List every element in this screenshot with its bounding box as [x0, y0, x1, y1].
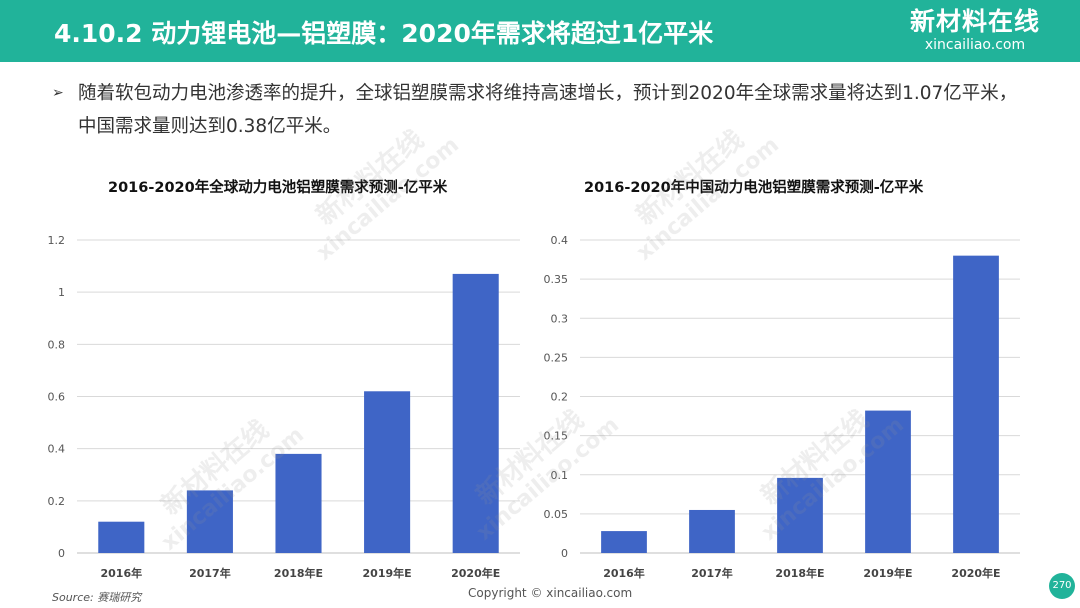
- y-tick-label: 0.2: [48, 495, 66, 508]
- y-tick-label: 1.2: [48, 234, 66, 247]
- copyright-note: Copyright © xincailiao.com: [468, 586, 633, 600]
- x-tick-label: 2019年E: [363, 566, 412, 580]
- x-tick-label: 2017年: [189, 566, 231, 580]
- y-tick-label: 1: [58, 286, 65, 299]
- bar-2016年: [601, 531, 647, 553]
- bar-2017年: [186, 490, 233, 553]
- brand-logo: 新材料在线 xincailiao.com: [910, 7, 1040, 53]
- bar-2018年E: [275, 453, 322, 553]
- y-tick-label: 0.15: [544, 430, 569, 443]
- x-tick-label: 2016年: [100, 566, 142, 580]
- y-tick-label: 0.05: [544, 508, 569, 521]
- page-title: 4.10.2 动力锂电池—铝塑膜：2020年需求将超过1亿平米: [54, 19, 714, 48]
- bar-2016年: [98, 521, 145, 553]
- logo-text-en: xincailiao.com: [924, 37, 1026, 53]
- y-tick-label: 0.25: [544, 351, 569, 364]
- chart-title-global: 2016-2020年全球动力电池铝塑膜需求预测-亿平米: [108, 180, 448, 196]
- bar-2020年E: [452, 273, 499, 553]
- bar-2018年E: [777, 477, 823, 553]
- x-tick-label: 2017年: [691, 566, 733, 580]
- global-demand-chart: 0 0.2 0.4 0.6 0.8 1 1.2 2016年 2017年 2018年E 2019年E 2…: [48, 234, 520, 580]
- summary-bullet: ➢ 随着软包动力电池渗透率的提升，全球铝塑膜需求将维持高速增长，预计到2020年…: [52, 77, 1032, 143]
- x-tick-label: 2018年E: [775, 566, 824, 580]
- x-tick-label: 2018年E: [274, 566, 323, 580]
- y-tick-label: 0.4: [551, 234, 569, 247]
- page-number-badge: 270: [1049, 573, 1075, 599]
- x-tick-label: 2016年: [603, 566, 645, 580]
- source-note: Source: 赛瑞研究: [52, 591, 142, 604]
- y-tick-label: 0: [561, 547, 568, 560]
- logo-text-cn: 新材料在线: [909, 7, 1040, 36]
- bar-2020年E: [953, 255, 999, 553]
- y-tick-label: 0.1: [551, 469, 569, 482]
- summary-text: 随着软包动力电池渗透率的提升，全球铝塑膜需求将维持高速增长，预计到2020年全球…: [78, 83, 1018, 137]
- header-bar: 4.10.2 动力锂电池—铝塑膜：2020年需求将超过1亿平米 新材料在线 xi…: [0, 0, 1080, 62]
- y-tick-label: 0.35: [544, 273, 569, 286]
- x-tick-label: 2020年E: [951, 566, 1000, 580]
- bar-2019年E: [865, 410, 911, 553]
- x-tick-label: 2019年E: [863, 566, 912, 580]
- y-tick-label: 0.8: [48, 338, 66, 351]
- bar-2017年: [689, 509, 735, 553]
- bar-2019年E: [364, 391, 411, 553]
- y-tick-label: 0.3: [551, 312, 569, 325]
- y-tick-label: 0.6: [48, 391, 66, 404]
- y-tick-label: 0: [58, 547, 65, 560]
- china-demand-chart: 0 0.05 0.1 0.15 0.2 0.25 0.3 0.35 0.4 2016年 2017年 2…: [544, 234, 1020, 580]
- y-tick-label: 0.2: [551, 391, 569, 404]
- chart-title-china: 2016-2020年中国动力电池铝塑膜需求预测-亿平米: [584, 180, 924, 196]
- arrow-bullet-icon: ➢: [52, 85, 64, 101]
- y-tick-label: 0.4: [48, 443, 66, 456]
- x-tick-label: 2020年E: [451, 566, 500, 580]
